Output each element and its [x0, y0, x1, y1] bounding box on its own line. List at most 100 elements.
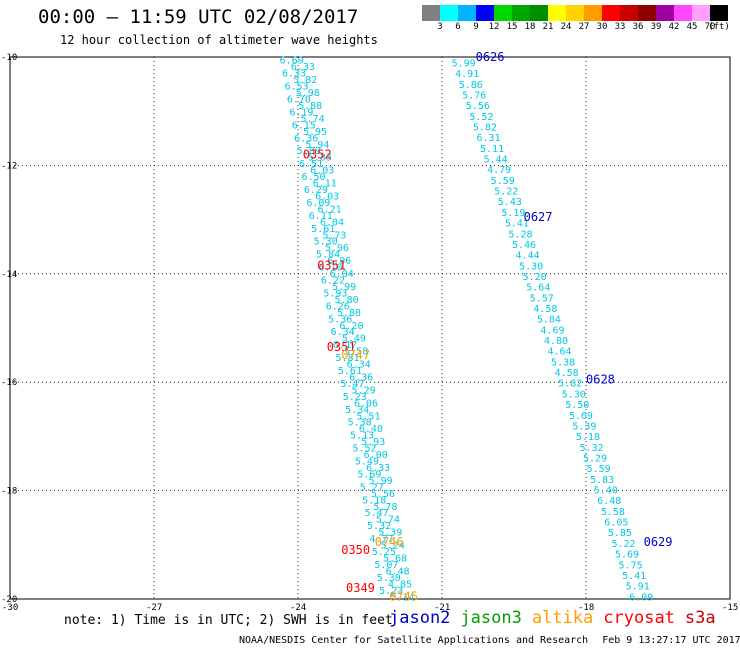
swh-value: 5.73 — [322, 230, 346, 241]
swh-value: 5.56 — [466, 101, 490, 112]
pass-time-label: 0627 — [524, 210, 553, 224]
pass-time-label: 0629 — [644, 535, 673, 549]
swh-value: 5.56 — [371, 489, 395, 500]
swh-value: 5.98 — [296, 88, 320, 99]
swh-value: 5.61 — [338, 366, 362, 377]
swh-value: 5.89 — [297, 146, 321, 157]
swh-value: 5.49 — [342, 334, 366, 345]
swh-value: 6.10 — [318, 263, 342, 274]
legend-label: 6 — [455, 22, 461, 32]
legend-swatch — [602, 5, 620, 21]
swh-value: 6.36 — [349, 372, 373, 383]
legend-label: 36 — [632, 22, 644, 32]
legend-label: 15 — [506, 22, 518, 32]
satellite-jason3: jason3 — [460, 608, 522, 628]
latitude-label: -14 — [1, 270, 17, 280]
swh-value: 5.83 — [590, 475, 614, 486]
swh-value: 5.22 — [494, 187, 518, 198]
swh-value: 5.19 — [501, 208, 525, 219]
swh-value: 5.30 — [562, 389, 586, 400]
swh-value: 4.69 — [540, 325, 564, 336]
swh-value: 5.47 — [340, 379, 364, 390]
legend-label: 24 — [560, 22, 572, 32]
satellite-jason2: jason2 — [389, 608, 451, 628]
swh-value: 5.30 — [377, 573, 401, 584]
swh-value: 5.30 — [314, 237, 338, 248]
swh-value: 6.11 — [309, 211, 333, 222]
legend-label: 30 — [596, 22, 608, 32]
legend-label: 3 — [437, 22, 443, 32]
swh-value: 6.33 — [366, 463, 390, 474]
swh-value: 6.00 — [364, 450, 388, 461]
swh-value: 5.36 — [328, 314, 352, 325]
swh-value: 6.29 — [304, 185, 328, 196]
swh-value: 5.23 — [379, 586, 403, 597]
legend-swatch — [422, 5, 440, 21]
swh-value: 5.47 — [365, 508, 389, 519]
longitude-label: -18 — [578, 603, 594, 613]
swh-value: 5.27 — [360, 482, 384, 493]
legend-swatch — [584, 5, 602, 21]
satellite-altika: altika — [531, 608, 594, 628]
units-note: note: 1) Time is in UTC; 2) SWH is in fe… — [64, 613, 393, 628]
swh-value: 5.74 — [301, 114, 325, 125]
swh-value: 6.33 — [291, 62, 315, 73]
swh-value: 4.58 — [555, 368, 579, 379]
longitude-label: -27 — [146, 603, 162, 613]
swh-value: 5.49 — [355, 457, 379, 468]
swh-value: 6.21 — [318, 204, 342, 215]
swh-value: 5.14 — [390, 592, 414, 603]
swh-value: 6.17 — [333, 340, 357, 351]
swh-value: 5.40 — [594, 486, 618, 497]
legend-label: 45 — [686, 22, 698, 32]
swh-value: 6.05 — [604, 518, 628, 529]
swh-value: 5.32 — [367, 521, 391, 532]
legend-swatch — [512, 5, 530, 21]
latitude-label: -12 — [1, 161, 17, 171]
legend-label: 70 — [704, 22, 716, 32]
swh-value: 5.34 — [345, 405, 369, 416]
swh-value: 5.93 — [323, 288, 347, 299]
swh-value: 5.07 — [374, 560, 398, 571]
swh-value: 6.04 — [330, 269, 354, 280]
swh-value: 6.06 — [354, 398, 378, 409]
pass-time-label: 0351 — [327, 340, 356, 354]
latitude-label: -16 — [1, 378, 17, 388]
legend-label: 9 — [473, 22, 479, 32]
swh-value: 5.93 — [361, 437, 385, 448]
swh-value: 5.39 — [378, 528, 402, 539]
swh-value: 5.59 — [587, 464, 611, 475]
swh-value: 6.31 — [476, 133, 500, 144]
swh-value: 5.20 — [523, 272, 547, 283]
swh-value: 5.32 — [579, 443, 603, 454]
credit-line: NOAA/NESDIS Center for Satellite Applica… — [239, 635, 740, 646]
swh-value: 5.94 — [305, 140, 329, 151]
swh-value: 5.25 — [372, 547, 396, 558]
swh-value: 5.86 — [459, 80, 483, 91]
satellite-legend: jason2 jason3 altika cryosat s3a — [389, 608, 726, 628]
pass-time-label: 0626 — [476, 50, 505, 64]
swh-value: 5.96 — [325, 243, 349, 254]
swh-value: 5.88 — [298, 101, 322, 112]
legend-swatch — [620, 5, 638, 21]
pass-time-label: 0747 — [341, 348, 370, 362]
swh-value: 5.52 — [469, 112, 493, 123]
legend-swatch — [692, 5, 710, 21]
swh-value: 5.99 — [332, 282, 356, 293]
swh-value: 5.38 — [551, 357, 575, 368]
swh-value: 6.15 — [292, 120, 316, 131]
swh-value: 6.48 — [386, 566, 410, 577]
swh-value: 5.82 — [293, 75, 317, 86]
swh-value: 5.68 — [383, 554, 407, 565]
legend-label: 33 — [614, 22, 626, 32]
swh-value: 5.74 — [376, 515, 400, 526]
swh-value: 6.03 — [310, 166, 334, 177]
swh-value: 6.11 — [313, 179, 337, 190]
swh-value: 6.34 — [347, 360, 371, 371]
swh-value: 5.41 — [622, 571, 646, 582]
swh-value: 4.85 — [388, 579, 412, 590]
swh-value: 6.36 — [294, 133, 318, 144]
swh-value: 5.23 — [343, 392, 367, 403]
swh-value: 4.91 — [455, 69, 479, 80]
